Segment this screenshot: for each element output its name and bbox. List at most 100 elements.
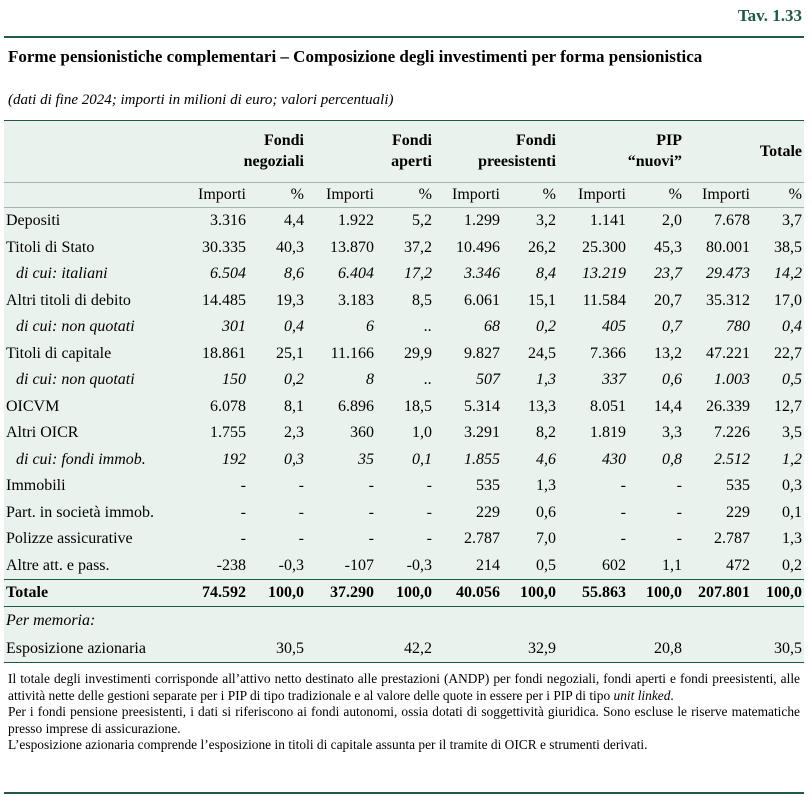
cell: 38,5	[774, 238, 802, 256]
table-row: Altri titoli di debito 14.485 19,3 3.183 8,5…	[4, 288, 804, 315]
cell: 74.592	[176, 579, 248, 607]
cell: 1,3	[536, 371, 556, 389]
cell: 37,2	[404, 238, 432, 256]
cell: 25,1	[276, 344, 304, 362]
cell: -	[676, 503, 682, 521]
cell: 29,9	[404, 344, 432, 362]
cell: 6.078	[210, 397, 246, 415]
cell: 30,5	[276, 640, 304, 657]
row-label: Part. in società immob.	[6, 503, 154, 521]
row-label: Titoli di capitale	[6, 344, 112, 362]
cell: 7.226	[714, 424, 750, 442]
col-group-pip-nuovi: PIP “nuovi”	[627, 132, 682, 170]
table-subtitle: (dati di fine 2024; importi in milioni d…	[8, 92, 394, 108]
cell: 1,2	[782, 450, 802, 468]
cell: 37.290	[306, 579, 376, 607]
cell: 100,0	[752, 579, 804, 607]
cell: 1,1	[662, 556, 682, 574]
cell: 1.922	[338, 212, 374, 230]
cell: 1,3	[782, 530, 802, 548]
cell: 18.861	[202, 344, 246, 362]
cell: 5,2	[412, 212, 432, 230]
row-label: di cui: non quotati	[16, 371, 135, 389]
cell: 80.001	[706, 238, 750, 256]
cell: 8,1	[284, 397, 304, 415]
total-label: Totale	[4, 579, 176, 607]
cell: -0,3	[278, 556, 304, 574]
row-label: Altre att. e pass.	[6, 556, 110, 574]
table-row: di cui: fondi immob. 192 0,3 35 0,1 1.855 4,6 4…	[4, 447, 804, 474]
cell: -107	[344, 556, 374, 574]
cell: 8,4	[536, 265, 556, 283]
cell: 207.801	[684, 579, 752, 607]
col-importi: Importi	[176, 182, 248, 208]
cell: 45,3	[654, 238, 682, 256]
cell: 30.335	[202, 238, 246, 256]
col-pct: %	[248, 182, 306, 208]
cell: -	[368, 477, 374, 495]
cell: 0,7	[662, 318, 682, 336]
note-2: Per i fondi pensione preesistenti, i dat…	[8, 704, 800, 736]
cell: 12,7	[774, 397, 802, 415]
cell: 1.141	[590, 212, 626, 230]
cell: 0,1	[782, 503, 802, 521]
cell: ..	[424, 371, 432, 389]
row-label: Polizze assicurative	[6, 530, 133, 548]
table-row: di cui: non quotati 301 0,4 6.. 68 0,2 405 0,7 7…	[4, 314, 804, 341]
bottom-rule	[4, 792, 804, 794]
cell: 100,0	[376, 579, 434, 607]
cell: 2.787	[464, 530, 500, 548]
row-label: Altri OICR	[6, 424, 79, 442]
cell: 3,2	[536, 212, 556, 230]
table-number: Tav. 1.33	[737, 6, 802, 25]
cell: 229	[476, 503, 500, 521]
cell: 42,2	[404, 640, 432, 657]
col-importi: Importi	[558, 182, 628, 208]
table-row: Titoli di capitale 18.861 25,1 11.166 29,9 9.…	[4, 341, 804, 368]
cell: 3.291	[464, 424, 500, 442]
cell: 22,7	[774, 344, 802, 362]
cell: -	[620, 503, 626, 521]
col-importi: Importi	[684, 182, 752, 208]
cell: 2.787	[714, 530, 750, 548]
cell: 0,5	[782, 371, 802, 389]
cell: -	[620, 477, 626, 495]
cell: 14,2	[774, 265, 802, 283]
top-rule	[4, 36, 804, 38]
cell: -	[426, 503, 432, 521]
table-row: Immobili - - - - 535 1,3 - - 535 0,3	[4, 473, 804, 500]
cell: -	[240, 530, 246, 548]
cell: 100,0	[248, 579, 306, 607]
cell: 214	[476, 556, 500, 574]
cell: 1,3	[536, 477, 556, 495]
cell: 1.855	[464, 450, 500, 468]
cell: 1.299	[464, 212, 500, 230]
cell: 3,5	[782, 424, 802, 442]
exposure-label: Esposizione azionaria	[6, 640, 146, 657]
memo-label: Per memoria:	[6, 612, 96, 629]
cell: -238	[216, 556, 246, 574]
col-group-totale: Totale	[759, 142, 802, 160]
cell: 0,2	[284, 371, 304, 389]
cell: 55.863	[558, 579, 628, 607]
table-row: Altri OICR 1.755 2,3 360 1,0 3.291 8,2 1.819 3,3…	[4, 420, 804, 447]
row-label: Depositi	[6, 212, 61, 230]
header-units-row: Importi % Importi % Importi % Importi % …	[4, 182, 804, 208]
cell: 29.473	[706, 265, 750, 283]
row-label: Altri titoli di debito	[6, 291, 131, 309]
cell: 3.316	[210, 212, 246, 230]
cell: 535	[726, 477, 750, 495]
cell: 47.221	[706, 344, 750, 362]
cell: 13.870	[330, 238, 374, 256]
cell: -	[298, 477, 304, 495]
table-row: di cui: italiani 6.504 8,6 6.404 17,2 3.346 8,…	[4, 261, 804, 288]
cell: 6.896	[338, 397, 374, 415]
notes: Il totale degli investimenti corrisponde…	[4, 662, 804, 754]
cell: -	[298, 503, 304, 521]
cell: 3.183	[338, 291, 374, 309]
cell: 1.755	[210, 424, 246, 442]
cell: 9.827	[464, 344, 500, 362]
cell: 14,4	[654, 397, 682, 415]
row-label: di cui: non quotati	[16, 318, 135, 336]
cell: 6	[366, 318, 374, 336]
